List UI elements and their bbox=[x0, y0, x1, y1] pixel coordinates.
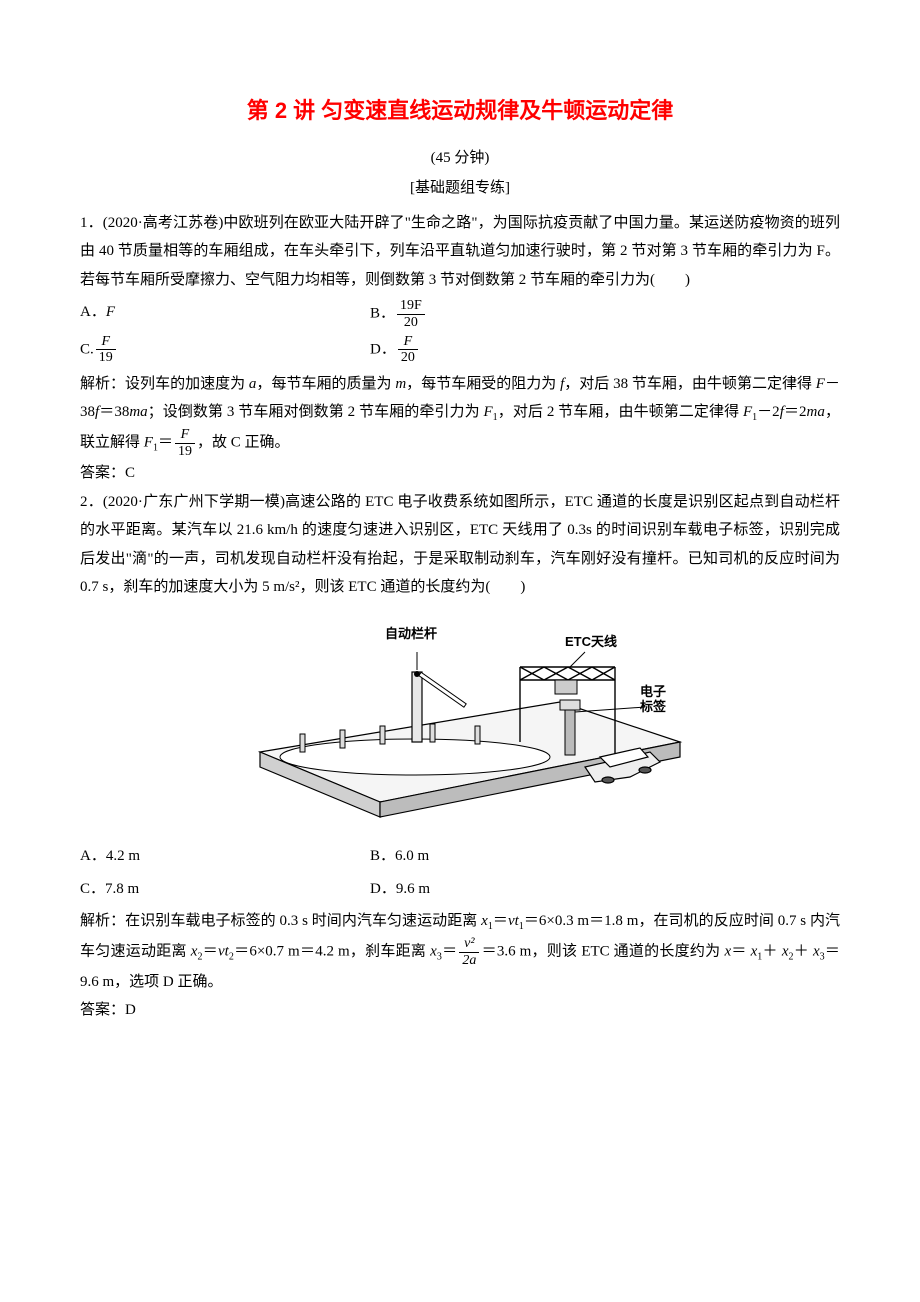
q1e-var-F1c: F bbox=[144, 435, 153, 451]
q1-choice-row-2: C.F19 D．F20 bbox=[80, 334, 840, 366]
q1e-frac-den: 19 bbox=[175, 444, 195, 459]
tag-pillar bbox=[565, 707, 575, 755]
q1e-g: ；设倒数第 3 节车厢对倒数第 2 节车厢的牵引力为 bbox=[148, 404, 484, 420]
q2e-f: ＝ bbox=[442, 943, 458, 959]
q2e-e: ＝6×0.7 m＝4.2 m，刹车距离 bbox=[234, 943, 430, 959]
q2e-frac: v²2a bbox=[459, 936, 479, 968]
q2e-a: 解析：在识别车载电子标签的 0.3 s 时间内汽车匀速运动距离 bbox=[80, 913, 481, 929]
q2e-d: ＝ bbox=[202, 943, 218, 959]
page-title: 第 2 讲 匀变速直线运动规律及牛顿运动定律 bbox=[80, 90, 840, 132]
fig-label-tag-l2: 标签 bbox=[640, 699, 666, 714]
q1e-f: ＝38 bbox=[99, 404, 129, 420]
q1e-d: ，对后 38 节车厢，由牛顿第二定律得 bbox=[564, 376, 816, 392]
q1e-l: ＝ bbox=[158, 435, 173, 451]
q1e-h: ，对后 2 节车厢，由牛顿第二定律得 bbox=[498, 404, 743, 420]
q1e-a: 解析：设列车的加速度为 bbox=[80, 376, 249, 392]
fig-label-etc-antenna: ETC天线 bbox=[565, 630, 617, 655]
q1-choice-c: C.F19 bbox=[80, 334, 370, 366]
q1-choice-a: A．F bbox=[80, 298, 370, 330]
q2-choice-c: C．7.8 m bbox=[80, 875, 370, 904]
fig-label-auto-bar: 自动栏杆 bbox=[385, 622, 437, 647]
q1-b-frac: 19F20 bbox=[397, 298, 425, 330]
q1e-var-ma: ma bbox=[129, 404, 147, 420]
q2-choice-row-1: A．4.2 m B．6.0 m bbox=[80, 842, 840, 871]
q2-figure: 自动栏杆 ETC天线 电子 标签 bbox=[230, 612, 690, 833]
q1-d-frac: F20 bbox=[398, 334, 418, 366]
q1-answer: 答案：C bbox=[80, 459, 840, 488]
q1-stem: 1．(2020·高考江苏卷)中欧班列在欧亚大陆开辟了"生命之路"，为国际抗疫贡献… bbox=[80, 209, 840, 295]
q1-b-den: 20 bbox=[397, 315, 425, 330]
q2e-vt1: vt bbox=[508, 913, 519, 929]
q1e-var-m: m bbox=[395, 376, 406, 392]
q2-answer: 答案：D bbox=[80, 996, 840, 1025]
q1e-frac: F19 bbox=[175, 427, 195, 459]
section-label: [基础题组专练] bbox=[80, 174, 840, 203]
q1-choice-b: B．19F20 bbox=[370, 298, 840, 330]
q2-choice-row-2: C．7.8 m D．9.6 m bbox=[80, 875, 840, 904]
q1e-i: －2 bbox=[757, 404, 780, 420]
q2e-sx3: x bbox=[813, 943, 820, 959]
q2e-b: ＝ bbox=[493, 913, 508, 929]
q2e-vt2: vt bbox=[218, 943, 229, 959]
q2e-frac-num: v² bbox=[459, 936, 479, 952]
fig-label-tag-l1: 电子 bbox=[640, 684, 666, 699]
time-note: (45 分钟) bbox=[80, 144, 840, 173]
fig-label-tag: 电子 标签 bbox=[640, 684, 666, 715]
q1e-c: ，每节车厢受的阻力为 bbox=[406, 376, 560, 392]
q1e-var-ma2: ma bbox=[807, 404, 825, 420]
q1e-b: ，每节车厢的质量为 bbox=[256, 376, 395, 392]
etc-diagram-svg bbox=[230, 612, 690, 822]
q2e-j: ＋ bbox=[793, 943, 813, 959]
q1e-var-F1: F bbox=[484, 404, 493, 420]
q1e-j: ＝2 bbox=[784, 404, 807, 420]
q2e-x3: x bbox=[430, 943, 437, 959]
q1-explanation: 解析：设列车的加速度为 a，每节车厢的质量为 m，每节车厢受的阻力为 f，对后 … bbox=[80, 370, 840, 459]
q1-choice-d: D．F20 bbox=[370, 334, 840, 366]
q2-choice-d: D．9.6 m bbox=[370, 875, 840, 904]
q1e-frac-num: F bbox=[175, 427, 195, 443]
q2-stem: 2．(2020·广东广州下学期一模)高速公路的 ETC 电子收费系统如图所示，E… bbox=[80, 488, 840, 602]
q1-choice-row-1: A．F B．19F20 bbox=[80, 298, 840, 330]
q2e-g: ＝3.6 m，则该 ETC 通道的长度约为 bbox=[481, 943, 724, 959]
q1-c-den: 19 bbox=[96, 350, 116, 365]
q1-d-num: F bbox=[398, 334, 418, 350]
q2e-h: ＝ bbox=[731, 943, 751, 959]
q2e-i: ＋ bbox=[762, 943, 782, 959]
tag-head bbox=[560, 700, 580, 710]
q1-d-den: 20 bbox=[398, 350, 418, 365]
q1-a-prefix: A． bbox=[80, 304, 106, 320]
q1-d-prefix: D． bbox=[370, 341, 396, 357]
etc-antenna-box bbox=[555, 680, 577, 694]
q1-c-prefix: C. bbox=[80, 341, 94, 357]
q2-choice-a: A．4.2 m bbox=[80, 842, 370, 871]
q1-b-num: 19F bbox=[397, 298, 425, 314]
q2e-x1: x bbox=[481, 913, 488, 929]
leader-tag bbox=[575, 707, 645, 712]
q2e-frac-den: 2a bbox=[459, 953, 479, 968]
q1-stem-text: 1．(2020·高考江苏卷)中欧班列在欧亚大陆开辟了"生命之路"，为国际抗疫贡献… bbox=[80, 215, 840, 288]
lane-island bbox=[280, 739, 550, 775]
q1e-var-F: F bbox=[816, 376, 825, 392]
q1-c-frac: F19 bbox=[96, 334, 116, 366]
q1-b-prefix: B． bbox=[370, 306, 395, 322]
q2-choice-b: B．6.0 m bbox=[370, 842, 840, 871]
q1e-m: ，故 C 正确。 bbox=[197, 435, 290, 451]
q1-a-val: F bbox=[106, 304, 115, 320]
q2-explanation: 解析：在识别车载电子标签的 0.3 s 时间内汽车匀速运动距离 x1＝vt1＝6… bbox=[80, 907, 840, 996]
q1e-var-F1b: F bbox=[743, 404, 752, 420]
q1-c-num: F bbox=[96, 334, 116, 350]
